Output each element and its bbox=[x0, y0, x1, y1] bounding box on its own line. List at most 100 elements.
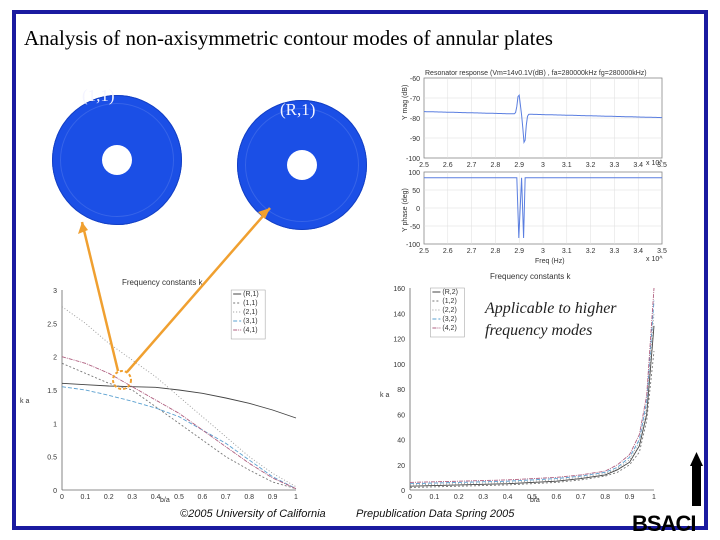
chart2-series-line bbox=[409, 325, 655, 487]
plate-ring bbox=[60, 103, 174, 217]
chart2-legend-entry: (1,2) bbox=[442, 298, 456, 305]
chart2-ytick: 20 bbox=[397, 463, 405, 470]
chart1-xlabel: b/a bbox=[160, 497, 170, 504]
chart2-ytick: 60 bbox=[397, 412, 405, 419]
magnitude-xtick: 2.5 bbox=[419, 162, 429, 169]
magnitude-ytick: -70 bbox=[410, 96, 420, 103]
slide-title: Analysis of non-axisymmetric contour mod… bbox=[24, 26, 553, 50]
chart2-xtick: 0.2 bbox=[454, 494, 464, 501]
chart2-xlabel: b/a bbox=[530, 497, 540, 504]
phase-ytick: 100 bbox=[408, 170, 420, 177]
chart1-title: Frequency constants k bbox=[122, 278, 203, 287]
phase-xtick: 3.1 bbox=[562, 248, 572, 255]
plate-mode-1-1 bbox=[52, 95, 182, 225]
phase-xtick: 3.4 bbox=[633, 248, 643, 255]
magnitude-xtick: 3.5 bbox=[657, 162, 667, 169]
phase-ytick: 50 bbox=[412, 188, 420, 195]
response-xlabel: Freq (Hz) bbox=[535, 258, 565, 265]
mode-label-r-1: (R,1) bbox=[280, 100, 316, 119]
chart1-legend-entry: (2,1) bbox=[243, 309, 257, 316]
chart1-series-line bbox=[61, 386, 297, 490]
phase-xtick: 2.7 bbox=[467, 248, 477, 255]
magnitude-xtick: 2.8 bbox=[491, 162, 501, 169]
chart1-series-line bbox=[61, 362, 297, 490]
chart1-xtick: 0.3 bbox=[127, 494, 137, 501]
chart1-ytick: 1.5 bbox=[47, 388, 57, 395]
chart1-xtick: 0.6 bbox=[198, 494, 208, 501]
applicable-line-1: Applicable to higher bbox=[485, 300, 617, 317]
chart2-xtick: 0.9 bbox=[625, 494, 635, 501]
chart2-legend-entry: (2,2) bbox=[442, 307, 456, 314]
campanile-icon bbox=[692, 466, 701, 506]
slide-frame bbox=[12, 10, 708, 530]
chart2-ytick: 120 bbox=[393, 337, 405, 344]
magnitude-xtick: 3.2 bbox=[586, 162, 596, 169]
highlight-circle bbox=[112, 370, 132, 390]
phase-ytick: 0 bbox=[416, 206, 420, 213]
chart2-xtick: 0.4 bbox=[503, 494, 513, 501]
chart1-legend-entry: (1,1) bbox=[243, 300, 257, 307]
chart1-ylabel: k a bbox=[20, 398, 30, 405]
chart1-series-line bbox=[61, 382, 297, 419]
phase-xtick: 2.5 bbox=[419, 248, 429, 255]
chart1-series-line bbox=[61, 306, 297, 488]
chart1-series-line bbox=[61, 356, 297, 490]
chart2-xtick: 0.6 bbox=[552, 494, 562, 501]
response-plot-title: Resonator response (Vm=14v0.1V(dB) , fa=… bbox=[425, 70, 647, 77]
bsac-logo: BSACI bbox=[632, 511, 696, 536]
magnitude-xtick: 2.9 bbox=[514, 162, 524, 169]
phase-xtick: 2.8 bbox=[491, 248, 501, 255]
footer-prepublication: Prepublication Data Spring 2005 bbox=[356, 508, 515, 520]
arrow-line-mode-r-1 bbox=[126, 207, 271, 373]
chart2-ytick: 100 bbox=[393, 362, 405, 369]
chart2-series-line bbox=[409, 351, 655, 488]
arrow-line-mode-1-1 bbox=[80, 221, 120, 372]
phase-xtick: 3.3 bbox=[610, 248, 620, 255]
mode-label-1-1: (1,1) bbox=[82, 86, 115, 105]
chart1-xtick: 0 bbox=[60, 494, 64, 501]
phase-xtick: 3.5 bbox=[657, 248, 667, 255]
chart1-xtick: 0.8 bbox=[244, 494, 254, 501]
chart1-legend-entry: (4,1) bbox=[243, 327, 257, 334]
chart1-ytick: 2 bbox=[53, 355, 57, 362]
chart2-title: Frequency constants k bbox=[490, 272, 571, 281]
chart1-xtick: 0.2 bbox=[104, 494, 114, 501]
plate-hole bbox=[102, 145, 132, 175]
plate-hole bbox=[287, 150, 317, 180]
phase-xtick: 2.6 bbox=[443, 248, 453, 255]
magnitude-ytick: -60 bbox=[410, 76, 420, 83]
phase-ytick: -100 bbox=[406, 242, 420, 249]
plate-ring bbox=[245, 108, 359, 222]
chart1-xtick: 0.7 bbox=[221, 494, 231, 501]
chart2-ytick: 140 bbox=[393, 311, 405, 318]
chart1-ytick: 3 bbox=[53, 288, 57, 295]
chart2-legend-entry: (R,2) bbox=[442, 289, 458, 296]
magnitude-xtick: 2.7 bbox=[467, 162, 477, 169]
phase-xtick: 3.2 bbox=[586, 248, 596, 255]
footer-copyright: ©2005 University of California bbox=[180, 508, 326, 520]
magnitude-ytick: -90 bbox=[410, 136, 420, 143]
magnitude-ytick: -80 bbox=[410, 116, 420, 123]
chart2-ytick: 160 bbox=[393, 286, 405, 293]
phase-curve bbox=[424, 177, 662, 239]
phase-xtick: 3 bbox=[541, 248, 545, 255]
chart1-ytick: 2.5 bbox=[47, 321, 57, 328]
magnitude-xtick: 3.4 bbox=[633, 162, 643, 169]
magnitude-xtick: 2.6 bbox=[443, 162, 453, 169]
applicable-note: Applicable to higher frequency modes bbox=[485, 298, 655, 342]
phase-ytick: -50 bbox=[410, 224, 420, 231]
chart2-xtick: 0.8 bbox=[600, 494, 610, 501]
chart1-ytick: 1 bbox=[53, 421, 57, 428]
chart1-xtick: 0.5 bbox=[174, 494, 184, 501]
chart2-xtick: 0 bbox=[408, 494, 412, 501]
phase-xtick: 2.9 bbox=[514, 248, 524, 255]
magnitude-xtick: 3.3 bbox=[610, 162, 620, 169]
applicable-line-2: frequency modes bbox=[485, 322, 593, 339]
chart1-legend-box bbox=[230, 289, 266, 340]
magnitude-curve bbox=[424, 94, 662, 145]
chart2-legend-entry: (3,2) bbox=[442, 316, 456, 323]
chart2-ytick: 0 bbox=[401, 488, 405, 495]
chart1-xtick: 0.1 bbox=[81, 494, 91, 501]
magnitude-xtick: 3.1 bbox=[562, 162, 572, 169]
